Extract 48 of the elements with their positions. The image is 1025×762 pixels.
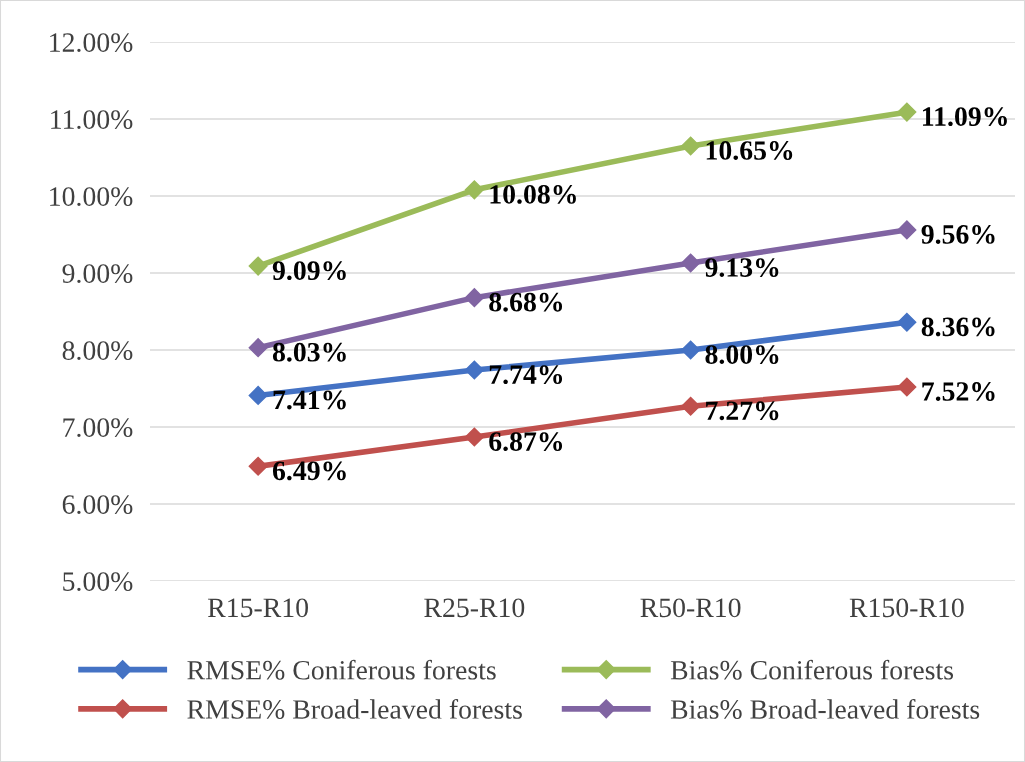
point <box>681 396 701 416</box>
y-tick-label: 8.00% <box>62 341 133 361</box>
point <box>681 340 701 360</box>
point <box>897 312 917 332</box>
x-tick-label: R50-R10 <box>640 598 741 618</box>
point <box>464 427 484 447</box>
y-tick-label: 7.00% <box>63 418 133 438</box>
point <box>248 385 268 405</box>
point <box>897 377 917 397</box>
point <box>248 256 268 276</box>
y-tick-label: 6.00% <box>62 495 133 515</box>
point <box>681 253 701 273</box>
data-label: 8.00% <box>705 345 779 365</box>
legend-label: RMSE% Broad-leaved forests <box>187 699 522 719</box>
legend-label: Bias% Broad-leaved forests <box>670 699 980 719</box>
data-label: 8.03% <box>272 342 346 362</box>
point <box>897 102 917 122</box>
data-label: 10.65% <box>706 141 793 160</box>
point <box>248 456 268 476</box>
legend-label: RMSE% Coniferous forests <box>187 659 496 680</box>
legend-label: Bias% Coniferous forests <box>670 659 954 680</box>
data-label: 6.49% <box>272 461 346 481</box>
data-label: 6.87% <box>489 432 563 452</box>
data-label: 7.41% <box>273 390 346 410</box>
data-label: 9.13% <box>705 258 779 278</box>
y-tick-label: 12.00% <box>50 33 133 53</box>
point <box>464 360 484 380</box>
y-tick-label: 9.00% <box>62 264 133 284</box>
data-label: 9.09% <box>272 261 346 281</box>
point <box>464 180 484 200</box>
data-label: 7.74% <box>489 365 563 385</box>
y-tick-label: 11.00% <box>51 110 133 130</box>
data-label: 9.56% <box>921 225 995 244</box>
data-label: 10.08% <box>490 184 576 204</box>
data-label: 11.09% <box>922 107 1007 127</box>
point <box>897 220 917 240</box>
y-tick-label: 10.00% <box>50 187 133 207</box>
point <box>248 338 268 358</box>
point <box>464 288 484 308</box>
x-tick-label: R25-R10 <box>424 598 525 618</box>
x-tick-label: R15-R10 <box>207 598 308 618</box>
y-tick-label: 5.00% <box>63 572 133 592</box>
data-label: 8.68% <box>489 292 563 312</box>
data-label: 7.52% <box>922 382 995 401</box>
point <box>681 136 701 156</box>
data-label: 7.27% <box>706 401 779 421</box>
data-label: 8.36% <box>921 317 995 337</box>
x-tick-label: R150-R10 <box>849 598 964 618</box>
